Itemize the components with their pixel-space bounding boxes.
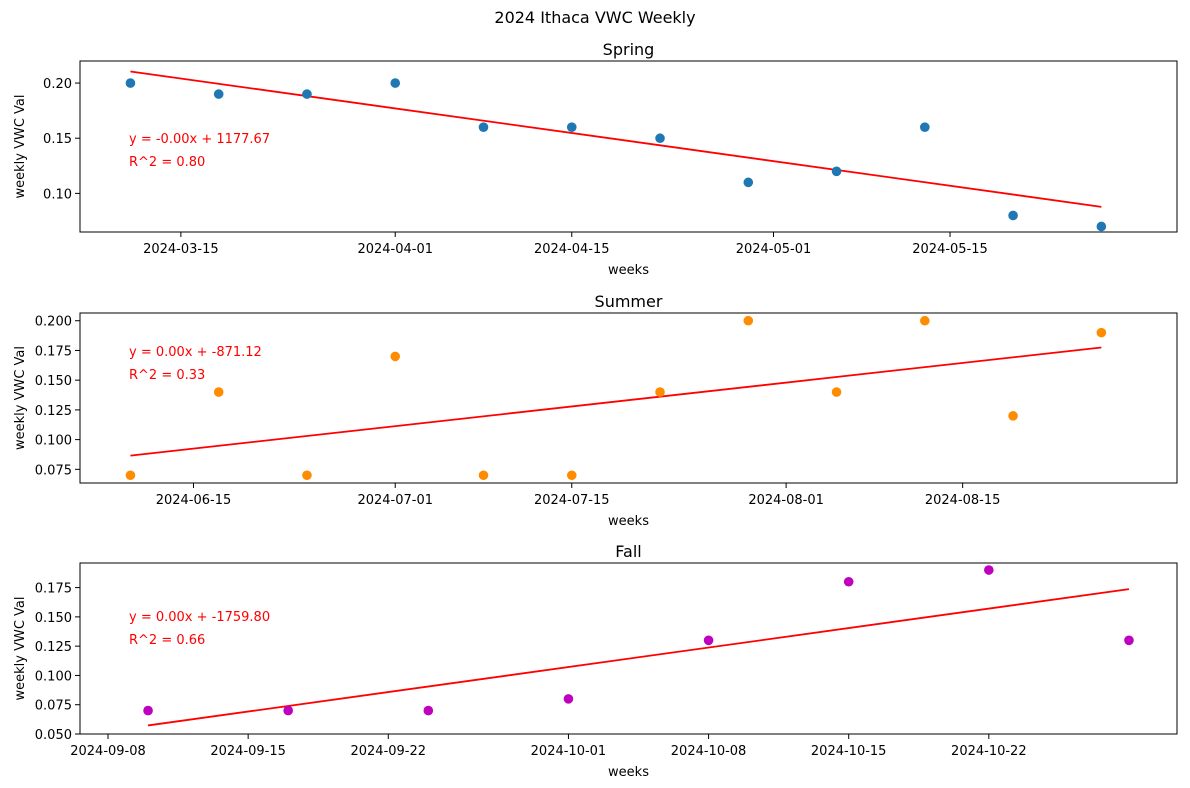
x-tick-label: 2024-07-15 [534, 493, 610, 508]
x-tick-label: 2024-07-01 [357, 493, 433, 508]
data-point [302, 89, 312, 99]
data-point [743, 315, 754, 326]
data-point [831, 387, 842, 397]
data-point [390, 351, 401, 362]
y-tick-label: 0.15 [43, 132, 72, 147]
y-tick-label: 0.150 [35, 374, 72, 389]
data-point [920, 122, 930, 132]
y-tick-label: 0.175 [35, 582, 72, 597]
panel-spring: Spring 2024-03-15 2024-04-01 2024-04-15 2024… [13, 40, 1178, 278]
x-tick-label: 2024-04-01 [357, 242, 433, 257]
fit-line [130, 70, 1102, 208]
axes-frame [79, 562, 1178, 735]
data-point [831, 166, 842, 177]
r-squared: R^2 = 0.33 [129, 368, 205, 383]
data-point [478, 470, 489, 481]
y-tick-label: 0.20 [43, 77, 72, 92]
figure-suptitle: 2024 Ithaca VWC Weekly [494, 8, 695, 27]
y-tick-label: 0.175 [35, 344, 72, 359]
data-point [920, 315, 930, 326]
axes-frame [79, 60, 1178, 233]
y-tick-label: 0.10 [43, 187, 72, 202]
y-axis-label: weekly VWC Val [13, 346, 28, 450]
axes-frame [79, 312, 1178, 484]
data-point [655, 387, 665, 397]
y-tick-label: 0.125 [35, 640, 72, 655]
y-tick-label: 0.125 [35, 404, 72, 419]
x-tick-label: 2024-09-08 [70, 744, 146, 759]
data-point [125, 470, 136, 481]
data-point [703, 635, 714, 646]
x-axis-label: weeks [608, 765, 649, 780]
x-tick-label: 2024-09-15 [210, 744, 286, 759]
x-tick-label: 2024-10-01 [531, 744, 607, 759]
data-point [1008, 411, 1018, 421]
panel-fall: Fall 2024-09-08 2024-09-15 2024-09-22 2024-1… [13, 542, 1178, 780]
data-point [143, 705, 153, 716]
data-point [566, 470, 577, 481]
y-tick-label: 0.075 [35, 699, 72, 714]
x-tick-label: 2024-10-15 [811, 744, 887, 759]
r-squared: R^2 = 0.66 [129, 633, 205, 648]
y-axis-label: weekly VWC Val [13, 596, 28, 700]
panel-title: Spring [603, 40, 655, 59]
y-tick-label: 0.150 [35, 611, 72, 626]
data-point [213, 387, 224, 397]
x-tick-label: 2024-08-15 [925, 493, 1001, 508]
panel-summer: Summer 2024-06-15 2024-07-01 2024-07-15 2024… [13, 292, 1178, 529]
data-point [1096, 221, 1107, 232]
fit-equation: y = -0.00x + 1177.67 [129, 132, 270, 147]
data-point [302, 470, 312, 481]
x-tick-label: 2024-04-15 [534, 242, 610, 257]
x-axis-label: weeks [608, 514, 649, 529]
data-point [1008, 210, 1018, 221]
data-point [743, 177, 754, 188]
x-tick-label: 2024-10-22 [951, 744, 1027, 759]
data-point [390, 78, 401, 88]
fit-line [147, 588, 1130, 727]
data-point [984, 565, 994, 575]
data-point [423, 705, 434, 716]
data-point [655, 133, 665, 144]
r-squared: R^2 = 0.80 [129, 155, 205, 170]
y-axis-label: weekly VWC Val [13, 94, 28, 198]
fit-line [130, 346, 1102, 457]
fit-equation: y = 0.00x + -1759.80 [129, 610, 270, 625]
data-point [125, 78, 136, 88]
y-tick-label: 0.100 [35, 434, 72, 449]
y-tick-label: 0.075 [35, 463, 72, 478]
y-tick-label: 0.050 [35, 728, 72, 743]
x-tick-label: 2024-06-15 [156, 493, 232, 508]
x-tick-label: 2024-09-22 [350, 744, 426, 759]
data-point [213, 89, 224, 99]
x-tick-label: 2024-03-15 [143, 242, 219, 257]
panel-title: Fall [615, 542, 641, 561]
x-tick-label: 2024-10-08 [671, 744, 747, 759]
fit-equation: y = 0.00x + -871.12 [129, 345, 262, 360]
data-point [563, 694, 574, 704]
x-axis-label: weeks [608, 263, 649, 278]
x-tick-label: 2024-05-01 [736, 242, 812, 257]
data-point [566, 122, 577, 132]
y-tick-label: 0.200 [35, 315, 72, 330]
x-tick-label: 2024-05-15 [912, 242, 988, 257]
panel-title: Summer [595, 292, 663, 311]
data-point [1124, 635, 1134, 646]
data-point [478, 122, 489, 132]
data-point [843, 576, 854, 587]
y-tick-label: 0.100 [35, 669, 72, 684]
data-point [1096, 327, 1107, 338]
data-point [283, 705, 293, 716]
x-tick-label: 2024-08-01 [748, 493, 824, 508]
